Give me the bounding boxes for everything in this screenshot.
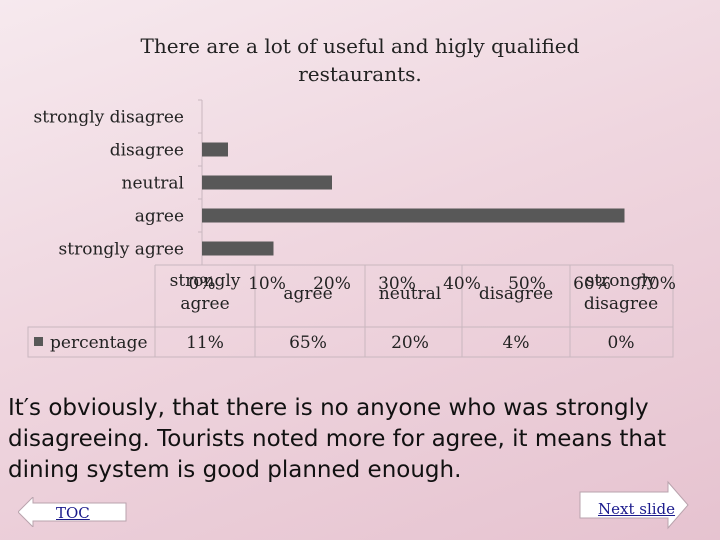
table-header-label: agree (283, 284, 332, 304)
table-value: 65% (289, 333, 327, 353)
table-header-label: strongly (170, 271, 241, 291)
x-tick-label: 30% (378, 274, 416, 294)
toc-arrow-icon (18, 497, 127, 527)
next-arrow-icon (579, 480, 689, 530)
x-tick-label: 70% (638, 274, 676, 294)
next-slide-label[interactable]: Next slide (598, 500, 676, 518)
table-header-label: disagree (584, 294, 658, 314)
toc-label[interactable]: TOC (56, 504, 90, 522)
table-header-label: disagree (479, 284, 553, 304)
x-tick-label: 40% (443, 274, 481, 294)
bar (202, 208, 625, 223)
category-label: agree (135, 207, 184, 227)
conclusion-text: It′s obviously, that there is no anyone … (8, 395, 667, 483)
table-header-label: strongly (586, 271, 657, 291)
x-tick-label: 50% (508, 274, 546, 294)
next-slide-button[interactable]: Next slide (578, 480, 690, 530)
x-tick-label: 20% (313, 274, 351, 294)
bar (202, 241, 274, 256)
category-label: neutral (122, 174, 185, 194)
bar-chart: strongly disagree disagree neutral agree str… (27, 99, 676, 358)
chart-title: There are a lot of useful and higly qual… (140, 34, 580, 86)
legend-swatch (34, 337, 43, 346)
x-tick-label: 10% (248, 274, 286, 294)
category-label: strongly agree (59, 240, 184, 260)
x-tick-label: 60% (573, 274, 611, 294)
table-value: 20% (391, 333, 429, 353)
legend-label: percentage (50, 333, 148, 353)
bar (202, 142, 228, 157)
table-header-label: agree (180, 294, 229, 314)
table-value: 11% (186, 333, 224, 353)
x-tick-label: 0% (189, 274, 216, 294)
table-header-label: neutral (379, 284, 442, 304)
category-label: disagree (110, 141, 184, 161)
table-value: 4% (503, 333, 530, 353)
table-value: 0% (608, 333, 635, 353)
bar (202, 175, 332, 190)
category-label: strongly disagree (33, 108, 184, 128)
toc-button[interactable]: TOC (18, 497, 128, 527)
